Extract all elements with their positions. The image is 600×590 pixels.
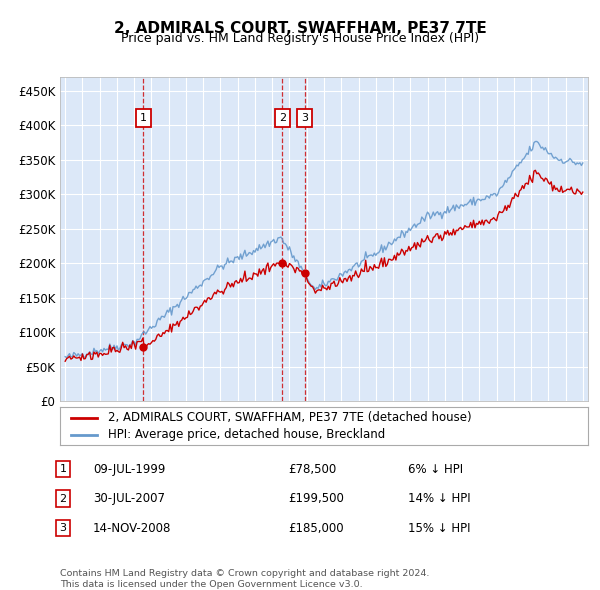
Text: £199,500: £199,500: [288, 492, 344, 505]
Text: 2, ADMIRALS COURT, SWAFFHAM, PE37 7TE (detached house): 2, ADMIRALS COURT, SWAFFHAM, PE37 7TE (d…: [107, 411, 471, 424]
Text: £185,000: £185,000: [288, 522, 344, 535]
Text: £78,500: £78,500: [288, 463, 336, 476]
Text: This data is licensed under the Open Government Licence v3.0.: This data is licensed under the Open Gov…: [60, 579, 362, 589]
Text: HPI: Average price, detached house, Breckland: HPI: Average price, detached house, Brec…: [107, 428, 385, 441]
Text: 30-JUL-2007: 30-JUL-2007: [93, 492, 165, 505]
Text: 14-NOV-2008: 14-NOV-2008: [93, 522, 172, 535]
Text: 1: 1: [59, 464, 67, 474]
Text: 09-JUL-1999: 09-JUL-1999: [93, 463, 166, 476]
Text: 1: 1: [140, 113, 147, 123]
Text: 14% ↓ HPI: 14% ↓ HPI: [408, 492, 470, 505]
Text: 15% ↓ HPI: 15% ↓ HPI: [408, 522, 470, 535]
Text: Contains HM Land Registry data © Crown copyright and database right 2024.: Contains HM Land Registry data © Crown c…: [60, 569, 430, 578]
Text: 2: 2: [278, 113, 286, 123]
Text: 3: 3: [59, 523, 67, 533]
Text: 2: 2: [59, 494, 67, 503]
Text: 2, ADMIRALS COURT, SWAFFHAM, PE37 7TE: 2, ADMIRALS COURT, SWAFFHAM, PE37 7TE: [113, 21, 487, 35]
Text: 6% ↓ HPI: 6% ↓ HPI: [408, 463, 463, 476]
Text: 3: 3: [301, 113, 308, 123]
Text: Price paid vs. HM Land Registry's House Price Index (HPI): Price paid vs. HM Land Registry's House …: [121, 32, 479, 45]
